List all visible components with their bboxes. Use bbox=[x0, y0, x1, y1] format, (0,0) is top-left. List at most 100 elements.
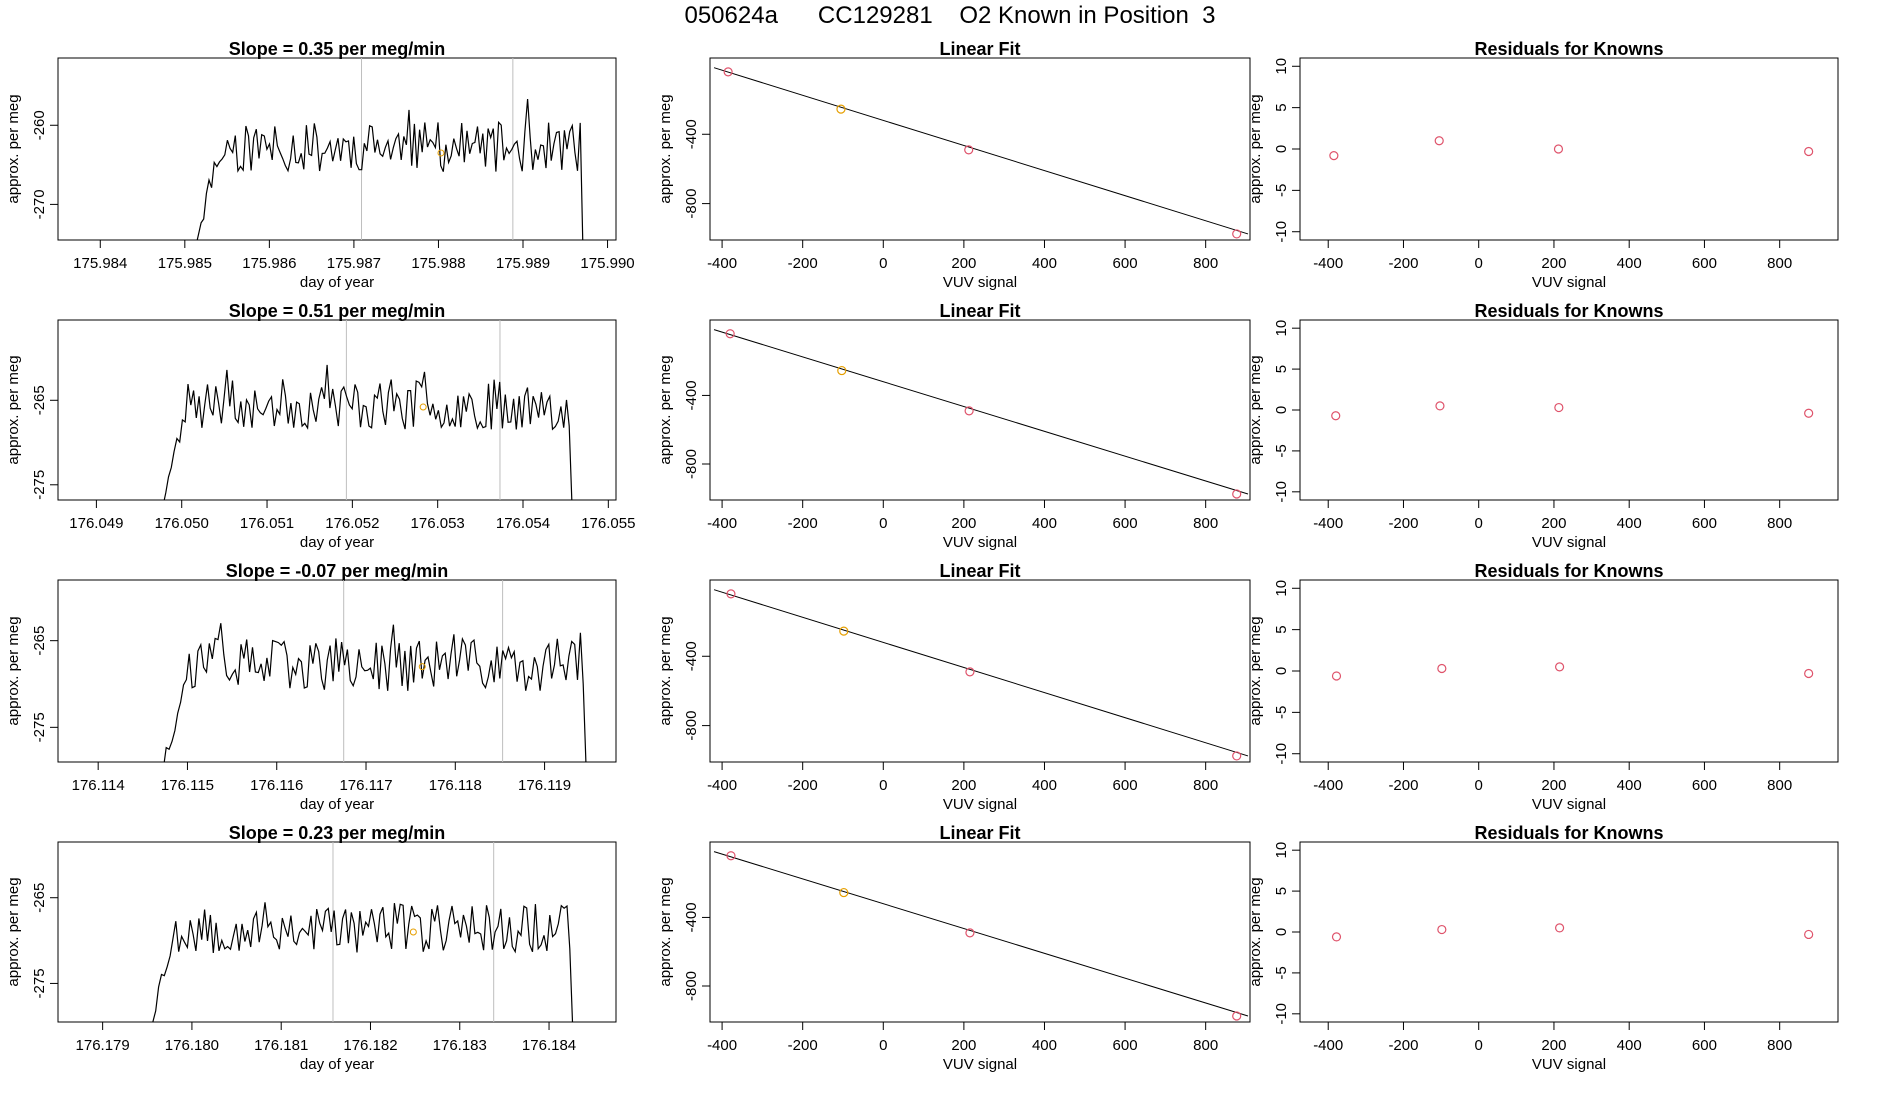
y-axis-label-c1r3: approx. per meg bbox=[5, 616, 22, 725]
x-tick-label-c1r1: 175.984 bbox=[73, 255, 127, 272]
y-axis-label-c3r4: approx. per meg bbox=[1247, 877, 1264, 986]
x-tick-label-c1r4: 176.183 bbox=[433, 1037, 487, 1054]
x-tick-label-c1r1: 175.987 bbox=[327, 255, 381, 272]
x-tick-label-c1r3: 176.116 bbox=[250, 777, 303, 794]
data-point-c2r1 bbox=[1232, 229, 1242, 239]
x-axis-label-c2r1: VUV signal bbox=[943, 274, 1017, 291]
x-tick-label-c3r4: 200 bbox=[1541, 1037, 1566, 1054]
x-tick-label-c2r3: 800 bbox=[1193, 777, 1218, 794]
x-axis-label-c3r3: VUV signal bbox=[1532, 796, 1606, 813]
x-axis-label-c2r4: VUV signal bbox=[943, 1056, 1017, 1073]
trace-line-c1r4 bbox=[152, 902, 574, 1022]
x-tick-label-c3r3: -400 bbox=[1313, 777, 1343, 794]
x-tick-label-c3r3: 0 bbox=[1475, 777, 1483, 794]
panel-title-c3r4: Residuals for Knowns bbox=[1474, 823, 1663, 843]
data-point-c3r1 bbox=[1434, 136, 1444, 146]
x-tick-label-c2r4: -200 bbox=[788, 1037, 818, 1054]
y-tick-label-c3r1: 0 bbox=[1273, 145, 1290, 153]
x-tick-label-c3r1: 200 bbox=[1541, 255, 1566, 272]
plot-frame-c2r4 bbox=[709, 841, 1251, 1023]
x-tick-label-c1r3: 176.114 bbox=[72, 777, 125, 794]
x-tick-label-c1r1: 175.990 bbox=[580, 255, 634, 272]
data-point-c3r2 bbox=[1331, 411, 1341, 421]
plot-frame-c2r2 bbox=[709, 319, 1251, 501]
y-tick-label-c2r3: -400 bbox=[683, 641, 700, 671]
x-tick-label-c1r1: 175.986 bbox=[242, 255, 296, 272]
x-tick-label-c1r4: 176.179 bbox=[76, 1037, 130, 1054]
y-tick-label-c3r4: 10 bbox=[1273, 842, 1290, 859]
trace-line-c1r3 bbox=[163, 623, 587, 762]
panel-title-c1r1: Slope = 0.35 per meg/min bbox=[229, 39, 446, 59]
plot-frame-c3r3 bbox=[1299, 579, 1839, 763]
data-point-c2r2 bbox=[725, 329, 735, 339]
fit-line-c2r2 bbox=[713, 329, 1249, 495]
x-tick-label-c1r3: 176.115 bbox=[161, 777, 214, 794]
x-tick-label-c2r4: 0 bbox=[879, 1037, 887, 1054]
x-tick-label-c3r3: 800 bbox=[1767, 777, 1792, 794]
x-tick-label-c3r2: 600 bbox=[1692, 515, 1717, 532]
y-axis-label-c2r2: approx. per meg bbox=[657, 355, 674, 464]
y-axis-label-c1r2: approx. per meg bbox=[5, 355, 22, 464]
x-axis-label-c3r4: VUV signal bbox=[1532, 1056, 1606, 1073]
data-point-c2r1 bbox=[836, 104, 846, 114]
plot-frame-c1r2 bbox=[57, 319, 617, 501]
x-tick-label-c1r2: 176.055 bbox=[581, 515, 635, 532]
x-tick-label-c1r1: 175.988 bbox=[411, 255, 465, 272]
y-tick-label-c3r3: -5 bbox=[1273, 706, 1290, 719]
y-tick-label-c3r4: -10 bbox=[1273, 1003, 1290, 1025]
x-tick-label-c2r1: 800 bbox=[1193, 255, 1218, 272]
y-tick-label-c3r1: -5 bbox=[1273, 184, 1290, 197]
x-tick-label-c3r4: -400 bbox=[1313, 1037, 1343, 1054]
x-tick-label-c2r2: 200 bbox=[951, 515, 976, 532]
x-tick-label-c1r4: 176.180 bbox=[165, 1037, 219, 1054]
orange-marker-c1r4 bbox=[409, 928, 417, 936]
x-tick-label-c1r3: 176.118 bbox=[429, 777, 482, 794]
data-point-c3r4 bbox=[1554, 923, 1565, 933]
data-point-c2r2 bbox=[837, 365, 847, 376]
x-axis-label-c2r2: VUV signal bbox=[943, 534, 1017, 551]
x-axis-label-c1r3: day of year bbox=[300, 796, 374, 813]
data-point-c2r2 bbox=[1232, 489, 1242, 499]
y-axis-label-c2r3: approx. per meg bbox=[657, 616, 674, 725]
x-tick-label-c2r1: 0 bbox=[879, 255, 887, 272]
x-tick-label-c3r4: 800 bbox=[1767, 1037, 1792, 1054]
data-point-c2r2 bbox=[964, 406, 974, 416]
x-tick-label-c3r2: 800 bbox=[1767, 515, 1792, 532]
y-tick-label-c3r2: -10 bbox=[1273, 481, 1290, 503]
x-tick-label-c2r1: -400 bbox=[707, 255, 737, 272]
orange-marker-c1r1 bbox=[437, 149, 445, 157]
fit-line-c2r1 bbox=[713, 67, 1249, 235]
data-point-c3r3 bbox=[1554, 662, 1565, 672]
y-tick-label-c3r4: -5 bbox=[1273, 966, 1290, 979]
data-point-c2r3 bbox=[839, 626, 849, 636]
x-tick-label-c1r2: 176.051 bbox=[240, 515, 294, 532]
y-tick-label-c1r3: -265 bbox=[31, 626, 48, 656]
x-tick-label-c1r4: 176.181 bbox=[254, 1037, 308, 1054]
y-axis-label-c1r1: approx. per meg bbox=[5, 94, 22, 203]
x-tick-label-c1r4: 176.182 bbox=[343, 1037, 397, 1054]
data-point-c2r4 bbox=[1232, 1011, 1242, 1021]
plot-frame-c3r1 bbox=[1299, 57, 1839, 241]
x-tick-label-c3r3: -200 bbox=[1388, 777, 1418, 794]
y-tick-label-c3r1: 5 bbox=[1273, 103, 1290, 111]
y-tick-label-c1r2: -275 bbox=[31, 470, 48, 500]
x-tick-label-c3r4: 0 bbox=[1475, 1037, 1483, 1054]
x-tick-label-c3r4: -200 bbox=[1388, 1037, 1418, 1054]
data-point-c3r3 bbox=[1331, 671, 1342, 681]
x-tick-label-c3r1: 600 bbox=[1692, 255, 1717, 272]
x-tick-label-c3r2: -400 bbox=[1313, 515, 1343, 532]
x-tick-label-c1r2: 176.050 bbox=[155, 515, 209, 532]
plot-frame-c3r2 bbox=[1299, 319, 1839, 501]
y-axis-label-c2r1: approx. per meg bbox=[657, 94, 674, 203]
data-point-c2r1 bbox=[964, 145, 974, 155]
x-tick-label-c2r2: -400 bbox=[707, 515, 737, 532]
figure-title: 050624a CC129281 O2 Known in Position 3 bbox=[684, 2, 1216, 29]
x-tick-label-c2r3: 600 bbox=[1113, 777, 1138, 794]
plot-frame-c3r4 bbox=[1299, 841, 1839, 1023]
x-tick-label-c2r3: -400 bbox=[707, 777, 737, 794]
data-point-c3r1 bbox=[1329, 151, 1339, 161]
data-point-c2r4 bbox=[839, 887, 849, 898]
x-tick-label-c1r2: 176.049 bbox=[69, 515, 123, 532]
data-point-c3r4 bbox=[1331, 932, 1342, 942]
